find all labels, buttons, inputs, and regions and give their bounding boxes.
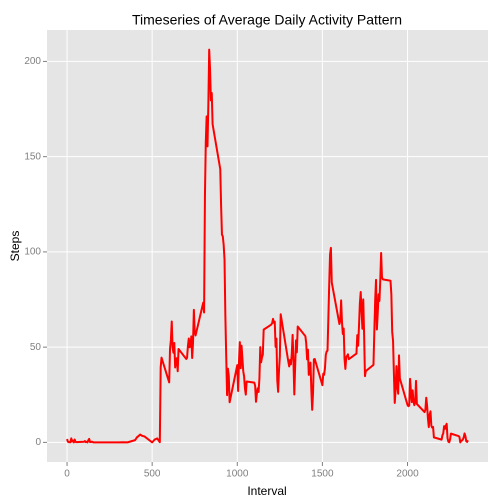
y-tick-label: 200	[24, 56, 41, 67]
y-tick-label: 100	[24, 247, 41, 258]
x-tick-label: 1500	[311, 469, 334, 480]
chart-title: Timeseries of Average Daily Activity Pat…	[132, 12, 402, 28]
x-tick-label: 2000	[396, 469, 419, 480]
line	[66, 48, 469, 444]
x-axis-label: Interval	[247, 484, 286, 498]
y-tick-label: 0	[35, 437, 41, 448]
x-tick-label: 0	[64, 469, 70, 480]
y-axis-label: Steps	[8, 231, 22, 262]
y-tick-label: 50	[30, 342, 42, 353]
x-tick-label: 500	[144, 469, 161, 480]
y-tick-label: 150	[24, 151, 41, 162]
x-tick-label: 1000	[226, 469, 249, 480]
panel	[47, 30, 488, 462]
